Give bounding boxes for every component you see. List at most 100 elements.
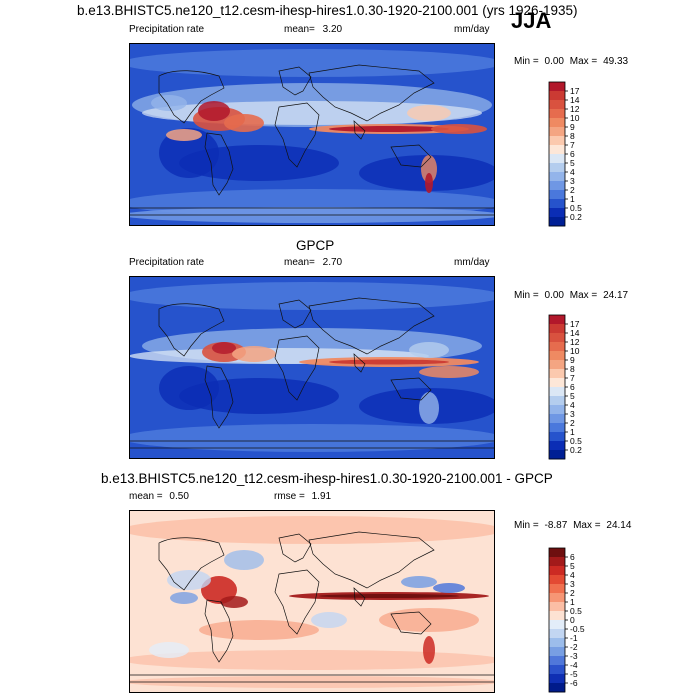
panel1-min-value: 0.00 (544, 56, 564, 67)
panel3-colorbar-label: 0.5 (570, 606, 582, 616)
panel3-colorbar-label: -2 (570, 642, 578, 652)
panel3-colorbar-swatch (549, 611, 565, 621)
panel2-map-frame (129, 276, 495, 459)
panel2-colorbar-swatch (549, 387, 565, 397)
panel2-colorbar-swatch (549, 396, 565, 406)
panel2-coastline (204, 365, 234, 429)
panel1-mean-label: mean= 3.20 (284, 24, 342, 35)
panel3-colorbar-label: 2 (570, 588, 575, 598)
panel1-colorbar-swatch (549, 154, 565, 164)
panel1-colorbar-swatch (549, 163, 565, 173)
panel1-colorbar-swatch (549, 181, 565, 191)
panel1-units: mm/day (454, 24, 490, 35)
panel1-max-label: Max = (569, 56, 598, 67)
panel1-colorbar-swatch (549, 118, 565, 128)
panel3-precip-region (401, 576, 437, 588)
panel1-precip-region (166, 129, 202, 141)
panel3-colorbar-swatch (549, 557, 565, 567)
panel3-colorbar-label: -0.5 (570, 624, 585, 634)
panel2-map (129, 276, 495, 459)
panel2-colorbar-label: 14 (570, 328, 580, 338)
panel3-colorbar-swatch (549, 656, 565, 666)
panel2-coastline (308, 297, 435, 355)
panel2-precip-region (212, 342, 236, 354)
panel3-coastline (390, 611, 432, 635)
panel2-colorbar-swatch (549, 414, 565, 424)
panel1-colorbar-label: 7 (570, 140, 575, 150)
panel1-precip-region (151, 95, 187, 111)
panel3-mean-value: 0.50 (169, 491, 189, 502)
panel2-colorbar-swatch (549, 360, 565, 370)
panel3-mean-prefix: mean = (129, 491, 163, 502)
panel1-coastline (274, 102, 320, 168)
panel2-precip-region (419, 392, 439, 424)
panel3-colorbar-swatch (549, 584, 565, 594)
panel1-min-max: Min = 0.00 Max = 49.33 (514, 56, 628, 67)
panel3-colorbar-swatch (549, 647, 565, 657)
panel3-precip-region (433, 583, 465, 593)
panel3-mean-label: mean = 0.50 (129, 491, 189, 502)
panel2-precip-region (232, 346, 276, 362)
panel2-colorbar-swatch (549, 378, 565, 388)
panel3-coastline (129, 674, 495, 683)
panel2-precip-region (129, 424, 495, 452)
panel1-precip-region (421, 155, 437, 183)
panel3-colorbar-swatch (549, 593, 565, 603)
panel3-min-max: Min = -8.87 Max = 24.14 (514, 520, 631, 531)
panel1-precip-region (224, 114, 264, 132)
panel3-max-label: Max = (573, 520, 601, 531)
panel2-colorbar-swatch (549, 315, 565, 325)
panel2-max-label: Max = (569, 290, 598, 301)
panel3-precip-region (149, 642, 189, 658)
panel3-precip-region (129, 650, 495, 670)
panel1-precip-region (179, 145, 339, 181)
panel2-colorbar-label: 17 (570, 319, 580, 329)
panel3-coastline (353, 587, 366, 607)
panel1-mean-value: 3.20 (322, 24, 343, 35)
panel3-rmse-prefix: rmse = (274, 491, 305, 502)
panel2-mean-prefix: mean= (284, 257, 315, 268)
panel3-title: b.e13.BHISTC5.ne120_t12.cesm-ihesp-hires… (101, 471, 553, 486)
panel3-colorbar-label: -1 (570, 633, 578, 643)
panel3-min-label: Min = (514, 520, 539, 531)
panel3-precip-region (319, 594, 459, 598)
panel2-colorbar-label: 0.2 (570, 445, 582, 455)
panel2-precip-region (419, 366, 479, 378)
panel2-colorbar-label: 6 (570, 382, 575, 392)
panel3-rmse-value: 1.91 (311, 491, 332, 502)
panel3-precip-region (167, 570, 211, 590)
panel1-min-label: Min = (514, 56, 539, 67)
panel2-colorbar-swatch (549, 351, 565, 361)
panel1-colorbar-label: 5 (570, 158, 575, 168)
panel2-colorbar-label: 0.5 (570, 436, 582, 446)
panel1-colorbar-label: 8 (570, 131, 575, 141)
panel3-colorbar-swatch (549, 575, 565, 585)
panel3-colorbar-swatch (549, 638, 565, 648)
panel2-precip-region (129, 282, 495, 310)
panel2-colorbar-label: 9 (570, 355, 575, 365)
panel1-precip-region (431, 124, 487, 134)
panel2-min-label: Min = (514, 290, 539, 301)
panel3-coastline (278, 533, 312, 563)
panel1-coastline (308, 64, 435, 122)
panel2-colorbar-label: 12 (570, 337, 580, 347)
panel1-max-value: 49.33 (603, 56, 629, 67)
panel2-colorbar-label: 1 (570, 427, 575, 437)
panel1-colorbar-swatch (549, 190, 565, 200)
panel1-colorbar-label: 2 (570, 185, 575, 195)
panel2-colorbar-swatch (549, 441, 565, 451)
panel3-colorbar-label: 4 (570, 570, 575, 580)
panel1-colorbar-label: 12 (570, 104, 580, 114)
panel3-colorbar-label: 5 (570, 561, 575, 571)
season-label: JJA (511, 8, 552, 33)
panel1-colorbar-swatch (549, 91, 565, 101)
panel1-colorbar-label: 0.2 (570, 212, 582, 222)
panel3-colorbar-label: -5 (570, 669, 578, 679)
panel3-colorbar-label: 3 (570, 579, 575, 589)
panel2-coastline (353, 353, 366, 373)
panel1-colorbar-swatch (549, 136, 565, 146)
panel1-precip-region (425, 173, 433, 193)
panel2-colorbar-label: 5 (570, 391, 575, 401)
panel1-colorbar-swatch (549, 145, 565, 155)
